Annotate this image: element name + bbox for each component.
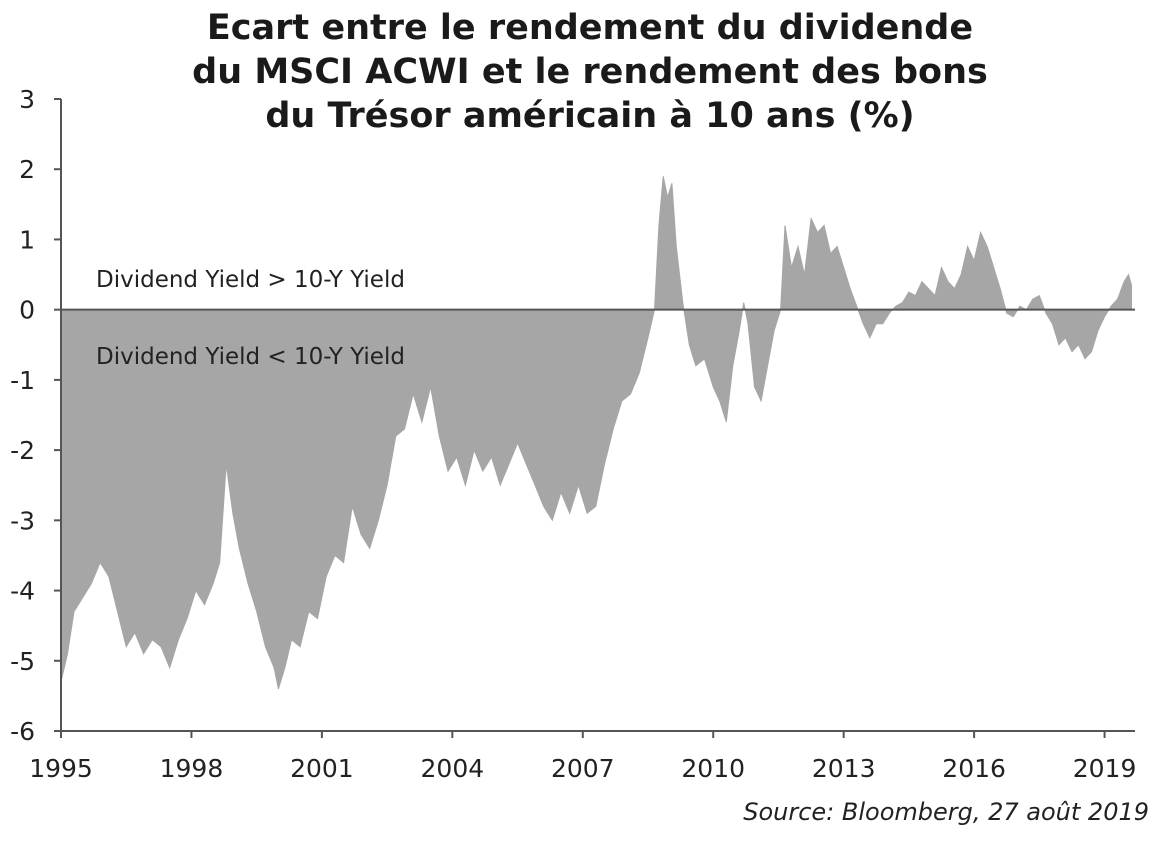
x-tick-label: 2007: [551, 754, 615, 783]
y-tick-label: -2: [10, 436, 35, 465]
chart-canvas: 3 2 1 0 -1 -2 -3 -4 -5 -6 1995 1998 2001 2004 2007 201…: [10, 85, 1136, 783]
chart-title-line-1: Ecart entre le rendement du dividende: [206, 8, 974, 48]
x-tick-label: 2013: [812, 754, 876, 783]
y-axis-ticks: 3 2 1 0 -1 -2 -3 -4 -5 -6: [10, 85, 61, 746]
x-tick-label: 2010: [681, 754, 745, 783]
chart-title-line-3: du Trésor américain à 10 ans (%): [265, 96, 915, 136]
source-note: Source: Bloomberg, 27 août 2019: [743, 798, 1149, 826]
chart-title-line-2: du MSCI ACWI et le rendement des bons: [192, 52, 988, 92]
x-axis-ticks: 1995 1998 2001 2004 2007 2010 2013 2016 2019: [29, 731, 1136, 783]
annotation-below: Dividend Yield < 10-Y Yield: [96, 344, 405, 370]
y-tick-label: -5: [10, 647, 35, 676]
y-tick-label: 2: [19, 155, 35, 184]
y-tick-label: 0: [19, 296, 35, 325]
chart-title: Ecart entre le rendement du dividende du…: [60, 6, 1120, 138]
y-tick-label: -6: [10, 717, 35, 746]
x-tick-label: 2016: [942, 754, 1006, 783]
y-tick-label: 3: [19, 85, 35, 114]
x-tick-label: 2004: [421, 754, 485, 783]
y-tick-label: -4: [10, 577, 35, 606]
x-tick-label: 1998: [160, 754, 224, 783]
x-tick-label: 1995: [29, 754, 93, 783]
series-area: [60, 176, 1132, 690]
x-tick-label: 2019: [1073, 754, 1137, 783]
y-tick-label: 1: [19, 225, 35, 254]
area-layer: [60, 176, 1132, 690]
y-tick-label: -1: [10, 366, 35, 395]
y-tick-label: -3: [10, 506, 35, 535]
x-tick-label: 2001: [290, 754, 354, 783]
annotation-above: Dividend Yield > 10-Y Yield: [96, 267, 405, 293]
